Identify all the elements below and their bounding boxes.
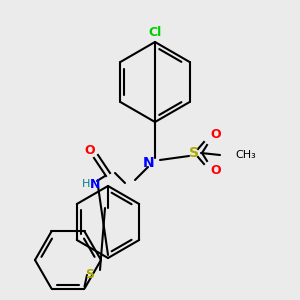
Text: H: H — [82, 179, 90, 189]
Text: S: S — [85, 268, 94, 281]
Text: O: O — [211, 128, 221, 142]
Text: N: N — [90, 178, 100, 190]
Text: S: S — [189, 146, 199, 160]
Text: N: N — [143, 156, 155, 170]
Text: CH₃: CH₃ — [235, 150, 256, 160]
Text: O: O — [211, 164, 221, 178]
Text: O: O — [85, 143, 95, 157]
Text: Cl: Cl — [148, 26, 162, 38]
